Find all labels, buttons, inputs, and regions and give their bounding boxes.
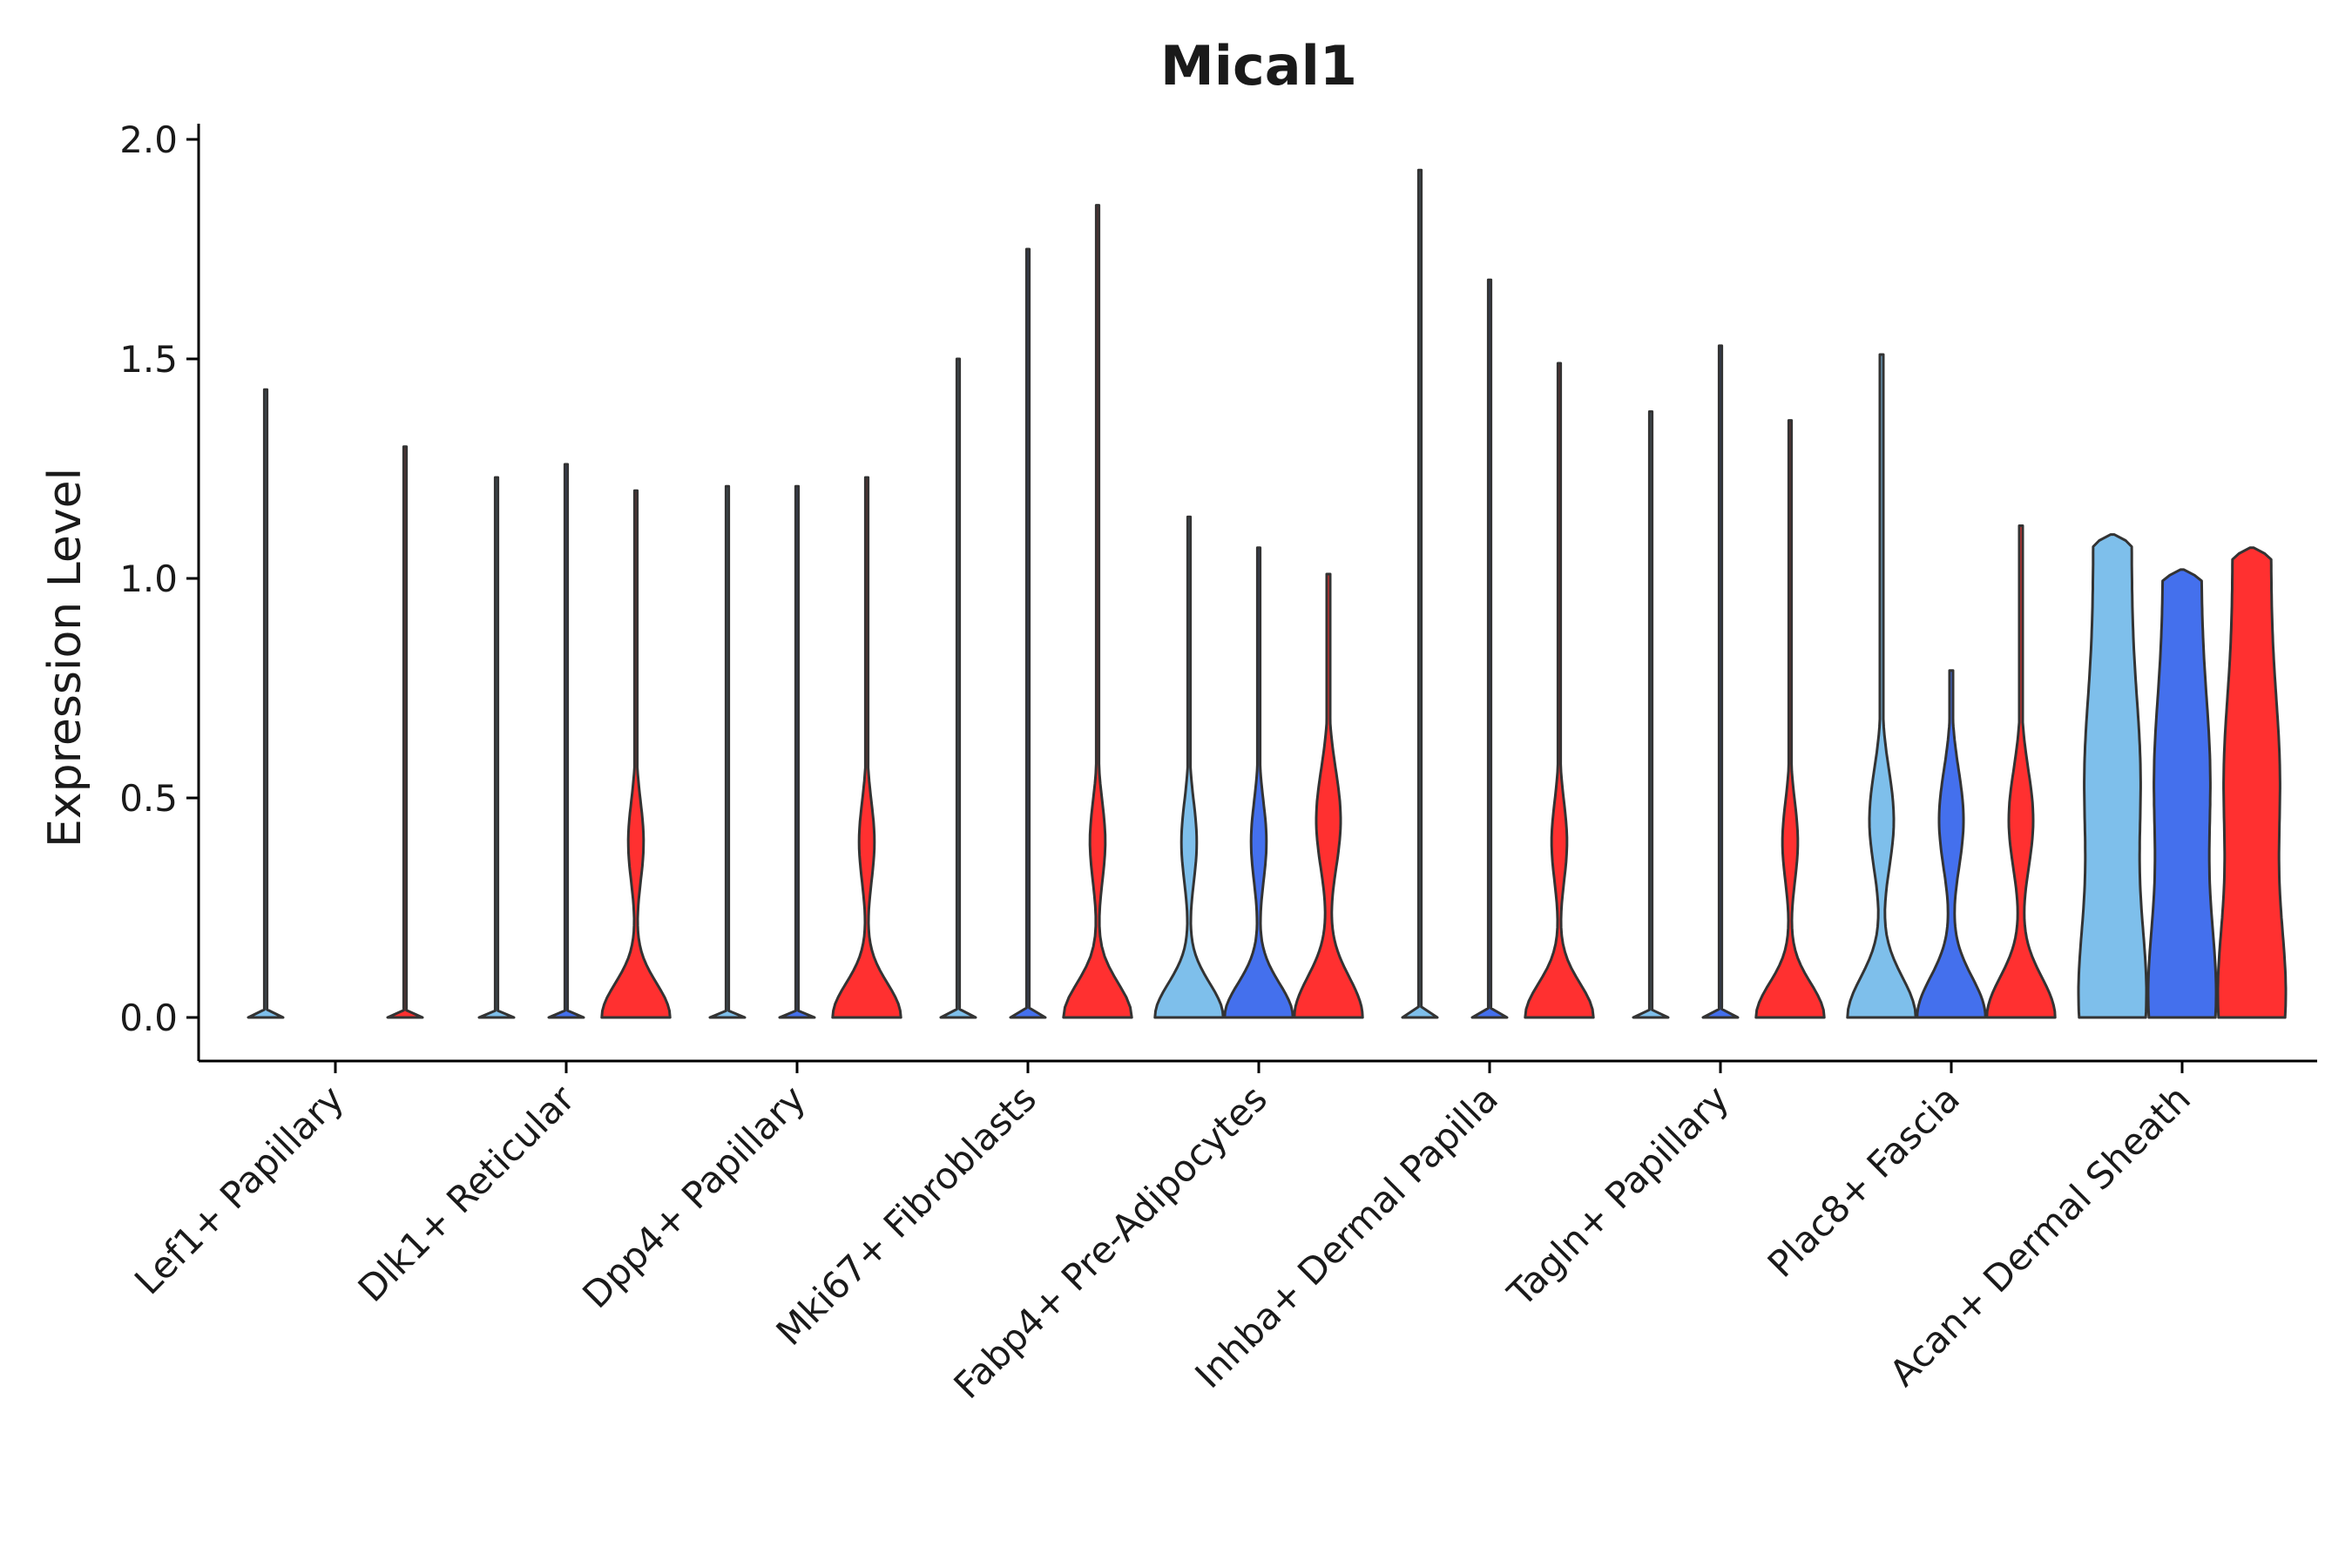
violin-7-series-2 — [1701, 344, 1740, 1019]
violin-9-series-2 — [2146, 568, 2218, 1019]
y-tick-label: 1.0 — [119, 558, 178, 600]
x-tick-label: Dpp4+ Papillary — [574, 1077, 814, 1316]
y-tick-label: 0.0 — [119, 997, 178, 1039]
violin-5-series-2 — [1223, 546, 1294, 1019]
violin-5-series-3 — [1293, 572, 1364, 1019]
violin-8-series-1 — [1846, 353, 1917, 1019]
chart-title: Mical1 — [1160, 34, 1357, 98]
violin-9-series-3 — [2216, 546, 2288, 1019]
violin-3-series-1 — [708, 484, 747, 1019]
violin-2-series-1 — [477, 476, 516, 1019]
y-tick-label: 1.5 — [119, 338, 178, 381]
violin-4-series-1 — [939, 357, 977, 1019]
violin-2-series-2 — [547, 463, 585, 1019]
y-axis-label: Expression Level — [39, 468, 91, 848]
violin-6-series-3 — [1524, 362, 1595, 1019]
violin-3-series-3 — [831, 476, 902, 1019]
violin-8-series-2 — [1916, 669, 1987, 1019]
violin-6-series-1 — [1401, 168, 1439, 1019]
violin-9-series-1 — [2077, 533, 2148, 1019]
violin-3-series-2 — [778, 484, 816, 1019]
violin-group — [247, 168, 2288, 1019]
violin-1-series-1 — [247, 388, 285, 1019]
x-tick-label: Lef1+ Papillary — [126, 1077, 352, 1302]
violin-5-series-1 — [1153, 515, 1225, 1019]
violin-1-series-3 — [386, 445, 424, 1019]
y-tick-label: 0.5 — [119, 777, 178, 820]
violin-6-series-2 — [1470, 278, 1509, 1019]
x-tick-label: Dlk1+ Reticular — [350, 1077, 584, 1310]
violin-7-series-1 — [1632, 410, 1670, 1019]
x-tick-label: Tagln+ Papillary — [1499, 1077, 1737, 1315]
x-tick-label: Plac8+ Fascia — [1760, 1077, 1968, 1285]
violin-4-series-2 — [1009, 247, 1047, 1019]
violin-2-series-3 — [600, 489, 672, 1019]
violin-4-series-3 — [1062, 204, 1133, 1019]
x-tick-label: Mki67+ Fibroblasts — [768, 1077, 1044, 1353]
y-tick-label: 2.0 — [119, 118, 178, 161]
violin-7-series-3 — [1754, 419, 1826, 1019]
violin-8-series-3 — [1985, 524, 2057, 1019]
